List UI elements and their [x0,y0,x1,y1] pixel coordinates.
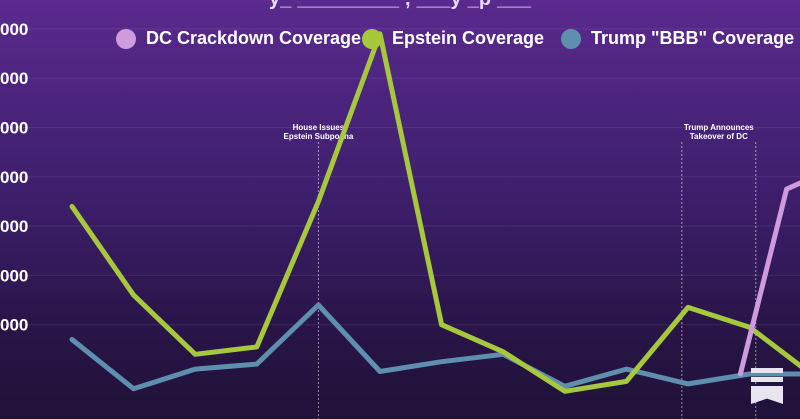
annotation-label: House Issues [293,123,345,132]
annotation-label: Takeover of DC [690,132,748,141]
y-tick-label: 000 [0,217,28,236]
gridlines [0,28,800,326]
y-axis-ticks: 000 000 000 000 000 000 000 [0,20,28,335]
annotation-label: Epstein Subpoena [284,132,354,141]
annotation-label: Trump Announces [684,123,754,132]
series-line-epstein-coverage [69,31,800,394]
legend-dot-trump-bbb [561,28,581,49]
legend-label-epstein: Epstein Coverage [392,28,545,48]
chart-title: y_ _________ , ___y _p ___ [0,0,800,11]
legend-dot-dc-crackdown [116,28,136,49]
series-lines [69,31,800,394]
legend-item-trump-bbb: Trump "BBB" Coverage [561,28,794,49]
series-line-trump-bbb-coverage [69,302,800,392]
legend-item-dc-crackdown: DC Crackdown Coverage [116,28,361,49]
y-tick-label: 000 [0,266,28,285]
substack-logo-icon [751,368,783,404]
legend-label-dc-crackdown: DC Crackdown Coverage [146,28,362,48]
y-tick-label: 000 [0,20,28,39]
series-line-dc-crackdown-coverage [737,180,800,377]
y-tick-label: 000 [0,316,28,335]
legend-label-trump-bbb: Trump "BBB" Coverage [591,28,795,48]
y-tick-label: 000 [0,168,28,187]
y-tick-label: 000 [0,69,28,88]
y-tick-label: 000 [0,119,28,138]
